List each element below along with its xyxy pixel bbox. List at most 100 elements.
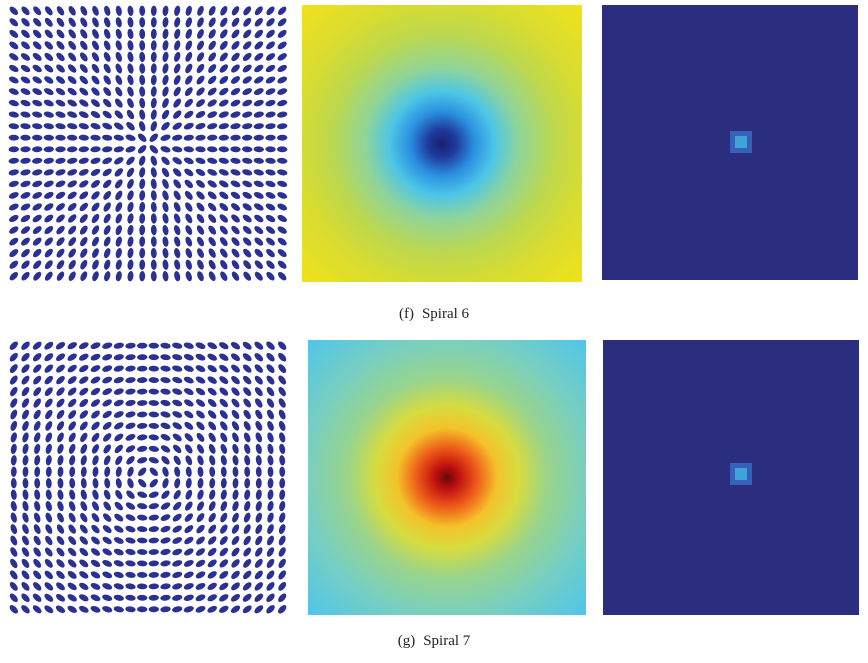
director-ellipse [162,213,169,224]
director-ellipse [9,570,18,580]
director-ellipse [162,17,169,28]
director-ellipse [172,411,183,418]
director-ellipse [102,98,112,108]
director-ellipse [277,272,287,281]
director-ellipse [219,191,229,200]
director-ellipse [20,169,31,176]
director-ellipse [78,123,89,130]
director-ellipse [21,41,30,50]
director-ellipse [137,537,148,544]
director-ellipse [255,524,263,534]
director-ellipse [34,455,41,466]
director-ellipse [125,388,136,395]
director-ellipse [103,433,112,442]
director-ellipse [33,398,41,408]
director-ellipse [242,353,252,362]
director-ellipse [219,536,228,545]
director-ellipse [150,5,157,16]
director-ellipse [242,180,253,188]
director-ellipse [162,236,169,247]
director-ellipse [184,444,193,454]
director-ellipse [265,203,276,211]
director-ellipse [56,29,65,39]
director-ellipse [103,190,112,200]
director-ellipse [277,123,288,130]
director-ellipse [139,97,146,109]
director-ellipse [196,236,205,247]
director-ellipse [230,203,241,211]
director-ellipse [160,434,171,441]
director-ellipse [92,466,99,477]
director-ellipse [32,29,42,39]
director-ellipse [102,410,112,419]
director-ellipse [232,478,239,489]
director-ellipse [220,6,228,16]
director-ellipse [183,146,194,153]
director-ellipse [172,606,183,613]
director-ellipse [232,501,239,512]
director-ellipse [219,559,229,568]
director-ellipse [243,17,252,27]
director-ellipse [220,260,228,270]
caption: (g) Spiral 7 [398,633,471,649]
director-ellipse [91,75,100,85]
director-ellipse [197,248,204,258]
director-ellipse [207,559,217,568]
director-ellipse [148,434,159,441]
director-ellipse [79,64,88,73]
director-ellipse [244,455,251,466]
director-ellipse [195,387,206,396]
director-ellipse [243,29,252,39]
director-ellipse [103,236,111,247]
director-ellipse [173,501,182,511]
director-ellipse [150,167,157,178]
director-ellipse [207,169,218,176]
director-ellipse [127,5,134,16]
director-ellipse [32,353,42,362]
director-ellipse [209,455,216,466]
director-ellipse [265,146,276,153]
director-ellipse [253,146,264,153]
director-ellipse [208,248,216,258]
director-ellipse [219,376,229,385]
director-ellipse [10,535,18,546]
director-ellipse [265,64,276,73]
director-ellipse [243,6,252,16]
director-ellipse [90,582,101,590]
director-ellipse [137,422,148,429]
director-ellipse [219,582,229,591]
director-ellipse [9,272,19,281]
caption-text: Spiral 6 [422,306,470,322]
director-ellipse [44,559,53,568]
director-ellipse [160,399,171,407]
director-ellipse [196,52,205,62]
director-ellipse [243,535,251,546]
director-ellipse [173,489,181,500]
director-ellipse [102,122,113,130]
director-ellipse [137,549,148,555]
director-ellipse [33,547,41,557]
director-ellipse [56,535,65,546]
director-ellipse [230,99,241,107]
director-ellipse [10,512,17,523]
director-ellipse [162,51,169,63]
director-ellipse [45,409,53,420]
director-ellipse [195,594,206,602]
director-ellipse [103,87,112,97]
director-ellipse [137,457,148,464]
director-ellipse [148,445,159,452]
director-ellipse [56,17,65,27]
director-ellipse [173,202,181,212]
director-ellipse [231,409,240,420]
director-ellipse [125,594,136,601]
director-ellipse [242,64,252,73]
director-ellipse [56,409,65,420]
director-ellipse [67,169,78,176]
director-ellipse [230,180,241,188]
director-ellipse [277,53,287,61]
director-ellipse [162,478,169,489]
director-ellipse [44,353,54,362]
director-field [8,5,288,282]
director-ellipse [185,5,192,16]
director-ellipse [67,594,77,602]
